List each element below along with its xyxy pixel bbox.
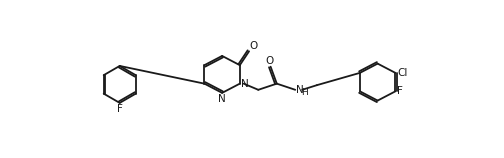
Text: O: O (266, 56, 274, 66)
Text: N: N (296, 85, 304, 95)
Text: N: N (218, 94, 226, 104)
Text: N: N (241, 79, 249, 89)
Text: Cl: Cl (397, 68, 407, 78)
Text: F: F (397, 86, 403, 96)
Text: O: O (250, 41, 258, 51)
Text: H: H (301, 88, 308, 97)
Text: F: F (117, 104, 122, 114)
